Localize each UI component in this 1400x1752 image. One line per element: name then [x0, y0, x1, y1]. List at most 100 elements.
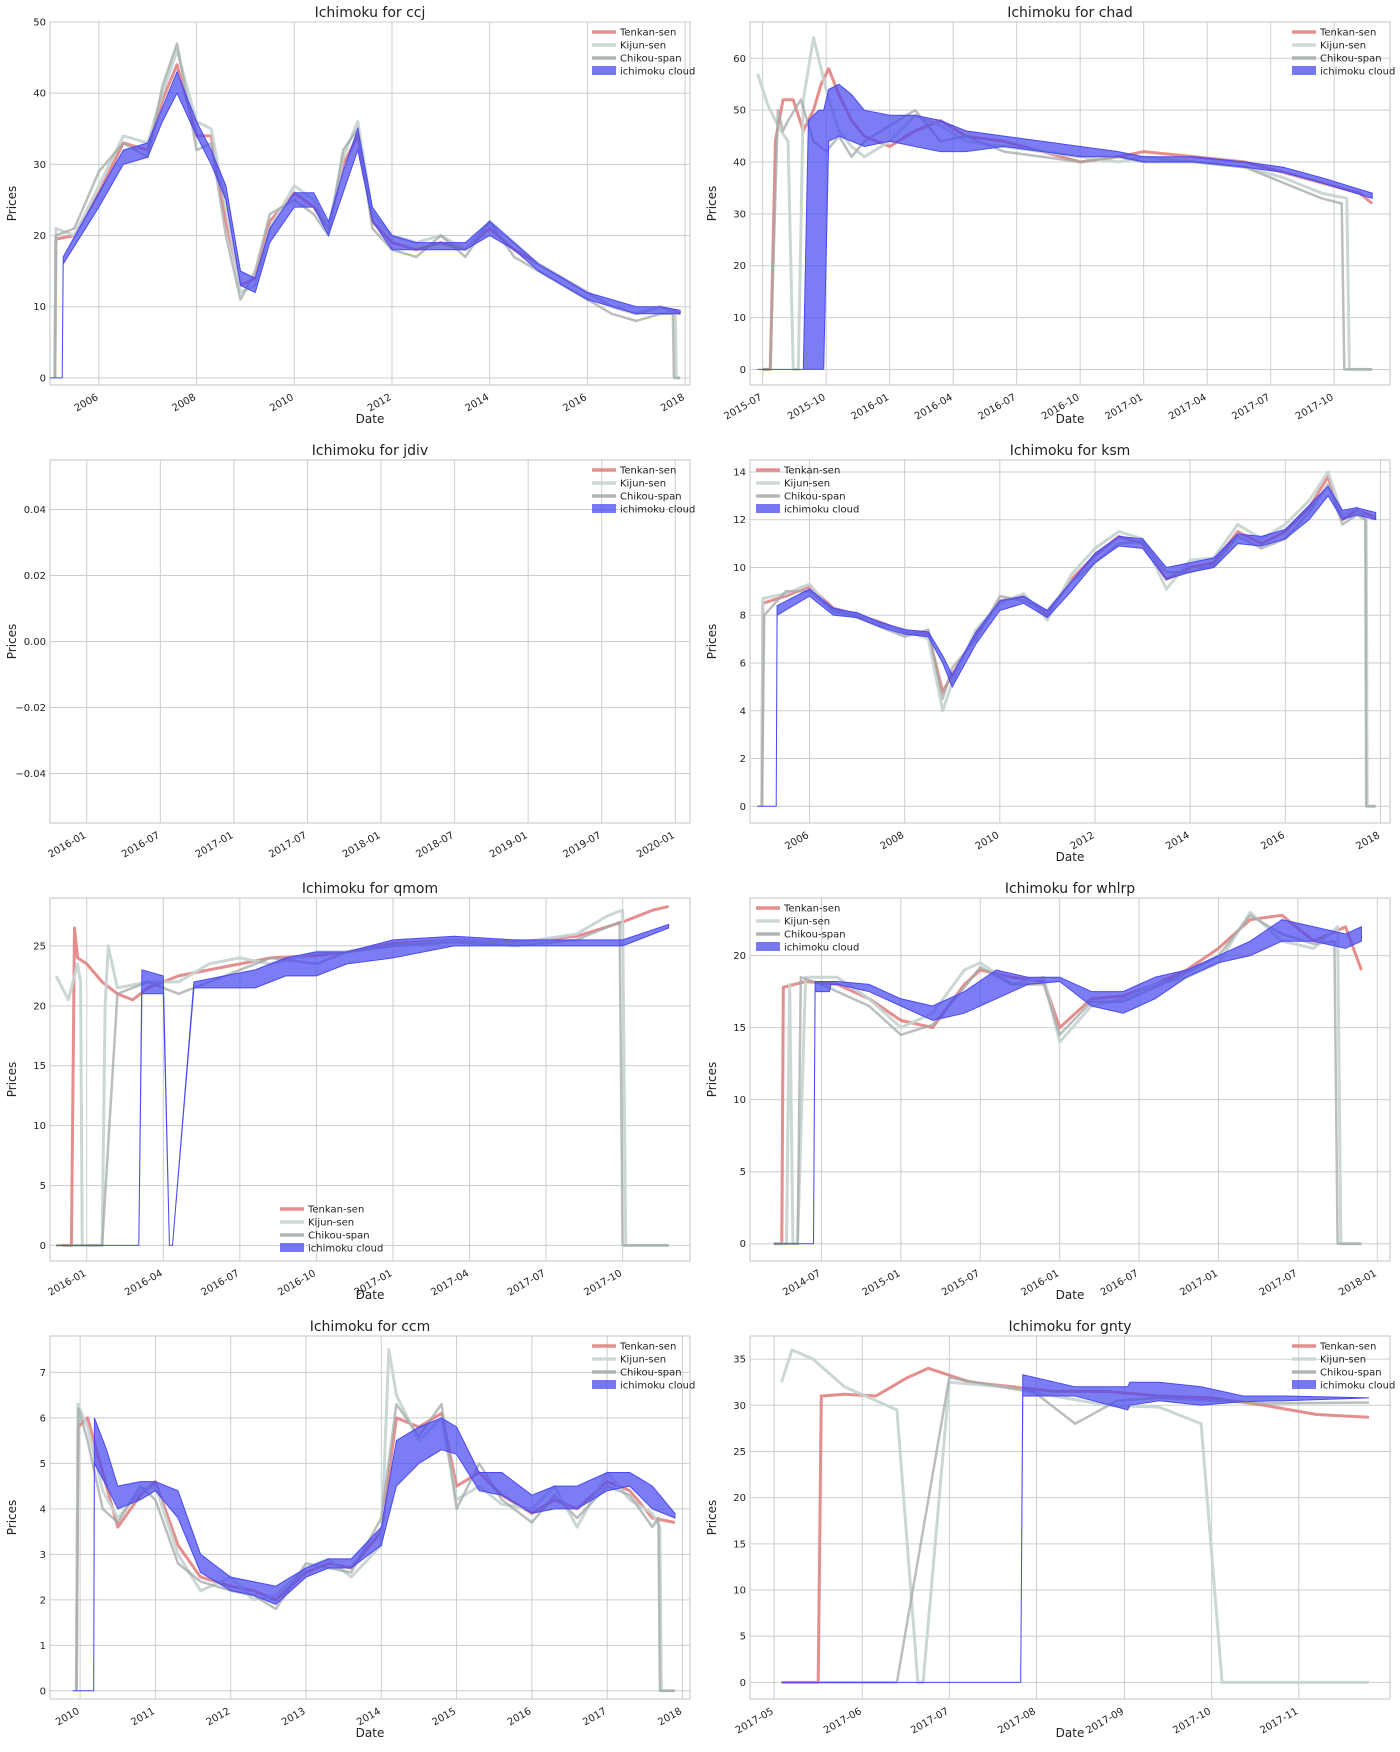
y-tick-label: 8: [740, 611, 746, 622]
y-tick-label: 20: [33, 1001, 46, 1012]
x-tick-label: 2017-07: [1230, 392, 1272, 422]
x-tick-label: 2014: [355, 1706, 383, 1728]
y-tick-label: 0: [40, 373, 46, 384]
y-axis-label: Prices: [705, 1500, 719, 1536]
legend: Tenkan-sen Kijun-sen Chikou-span ichimoku c…: [592, 28, 695, 78]
series-layer: [773, 910, 1363, 1246]
legend-label: Tenkan-sen: [307, 1205, 364, 1216]
x-axis-label: Date: [1056, 1726, 1085, 1740]
legend-label: Chikou-span: [308, 1231, 370, 1242]
chart-title: Ichimoku for ccm: [310, 1319, 431, 1335]
chart-title: Ichimoku for chad: [1007, 5, 1133, 21]
legend-cloud-swatch: [592, 504, 616, 513]
plot-frame: [49, 897, 691, 1262]
y-tick-label: 6: [740, 658, 746, 669]
legend-label: Kijun-sen: [1320, 1355, 1366, 1366]
legend-label: Tenkan-sen: [619, 1342, 676, 1353]
y-tick-label: 0.02: [24, 571, 46, 582]
x-tick-label: 2017-04: [429, 1268, 471, 1298]
x-tick-label: 2017-07: [1258, 1268, 1300, 1298]
y-axis-label: Prices: [705, 624, 719, 660]
series-layer: [72, 1348, 676, 1693]
legend: Tenkan-sen Kijun-sen Chikou-span ichimoku c…: [756, 904, 859, 954]
legend-label: Kijun-sen: [620, 479, 666, 490]
y-tick-label: 0: [740, 1678, 746, 1689]
legend-label: Chikou-span: [784, 492, 846, 503]
y-tick-label: 10: [733, 313, 746, 324]
y-tick-label: 0: [740, 1239, 746, 1250]
legend-label: Chikou-span: [1320, 54, 1382, 65]
x-tick-label: 2015-07: [723, 392, 765, 422]
x-tick-label: 2016-01: [47, 830, 89, 860]
x-tick-label: 2017-04: [1167, 392, 1209, 422]
chart-ccm: 0 1 2 3 4 5 6 7 2010 2011 2012 2013 2014 2015 2016 2017…: [5, 1319, 695, 1740]
legend-label: Kijun-sen: [620, 1355, 666, 1366]
ichimoku-cloud-area: [781, 1374, 1370, 1683]
legend-label: Kijun-sen: [308, 1218, 354, 1229]
ichimoku-cloud-area: [757, 485, 1377, 807]
x-tick-label: 2017-01: [194, 830, 236, 860]
x-tick-label: 2016: [561, 392, 589, 414]
y-tick-label: 0: [40, 1241, 46, 1252]
x-tick-label: 2015-01: [861, 1268, 903, 1298]
series-layer: [780, 1348, 1370, 1684]
plot-frame: [749, 459, 1391, 824]
legend-label: Kijun-sen: [784, 479, 830, 490]
legend: Tenkan-sen Kijun-sen Chikou-span ichimoku c…: [1292, 1342, 1395, 1392]
x-tick-label: 2018: [659, 392, 687, 414]
x-tick-label: 2015-10: [786, 392, 828, 422]
legend-label: ichimoku cloud: [784, 943, 859, 954]
ichimoku-cloud-area: [50, 70, 681, 379]
x-tick-label: 2013: [280, 1706, 308, 1728]
y-tick-label: 12: [733, 515, 746, 526]
series-layer: [757, 470, 1377, 808]
y-tick-label: 10: [33, 302, 46, 313]
chart-title: Ichimoku for gnty: [1008, 1319, 1131, 1335]
y-tick-label: 15: [733, 1539, 746, 1550]
x-tick-label: 2016-07: [200, 1268, 242, 1298]
y-tick-label: 6: [40, 1413, 46, 1424]
x-tick-label: 2016-07: [1099, 1268, 1141, 1298]
y-tick-label: 10: [733, 563, 746, 574]
series-layer: [50, 42, 681, 380]
legend-label: ichimoku cloud: [620, 1381, 695, 1392]
legend-label: Chikou-span: [620, 54, 682, 65]
ichimoku-cloud-area: [757, 83, 1373, 370]
legend: Tenkan-sen Kijun-sen Chikou-span ichimoku c…: [280, 1205, 383, 1255]
x-tick-label: 2008: [171, 392, 199, 414]
x-tick-label: 2019-01: [488, 830, 530, 860]
legend: Tenkan-sen Kijun-sen Chikou-span ichimoku c…: [1292, 28, 1395, 78]
legend-label: Tenkan-sen: [619, 466, 676, 477]
chart-ccj: 0 10 20 30 40 50 2006 2008 2010 2012 2014 2016 2018 I…: [5, 5, 695, 426]
y-tick-label: 25: [733, 1447, 746, 1458]
y-tick-label: 5: [40, 1459, 46, 1470]
x-tick-label: 2017-01: [1178, 1268, 1220, 1298]
y-tick-label: 15: [33, 1061, 46, 1072]
y-tick-label: 0: [40, 1686, 46, 1697]
legend-label: Chikou-span: [620, 1368, 682, 1379]
x-tick-label: 2017-10: [582, 1268, 624, 1298]
x-tick-label: 2012: [366, 392, 394, 414]
y-tick-label: 0: [740, 802, 746, 813]
x-tick-label: 2015: [431, 1706, 459, 1728]
y-tick-label: 1: [40, 1641, 46, 1652]
chikou-span-line: [53, 42, 681, 380]
y-axis-label: Prices: [5, 1062, 19, 1098]
x-tick-label: 2012: [205, 1706, 233, 1728]
y-axis-label: Prices: [705, 1062, 719, 1098]
x-tick-label: 2014: [464, 392, 492, 414]
y-tick-label: 20: [733, 1493, 746, 1504]
legend-cloud-swatch: [592, 1380, 616, 1389]
x-tick-label: 2017-05: [734, 1706, 776, 1736]
x-axis-label: Date: [1056, 1288, 1085, 1302]
y-tick-label: 30: [733, 1401, 746, 1412]
chart-title: Ichimoku for ksm: [1010, 443, 1131, 459]
legend-label: Kijun-sen: [1320, 41, 1366, 52]
x-tick-label: 2017-07: [267, 830, 309, 860]
chart-gnty: 0 5 10 15 20 25 30 35 2017-05 2017-06 2017-07 2017-…: [705, 1319, 1395, 1740]
y-tick-label: 3: [40, 1550, 46, 1561]
x-tick-label: 2018-01: [1337, 1268, 1379, 1298]
y-tick-label: 30: [33, 160, 46, 171]
y-tick-label: 30: [733, 209, 746, 220]
x-tick-label: 2014-07: [781, 1268, 823, 1298]
